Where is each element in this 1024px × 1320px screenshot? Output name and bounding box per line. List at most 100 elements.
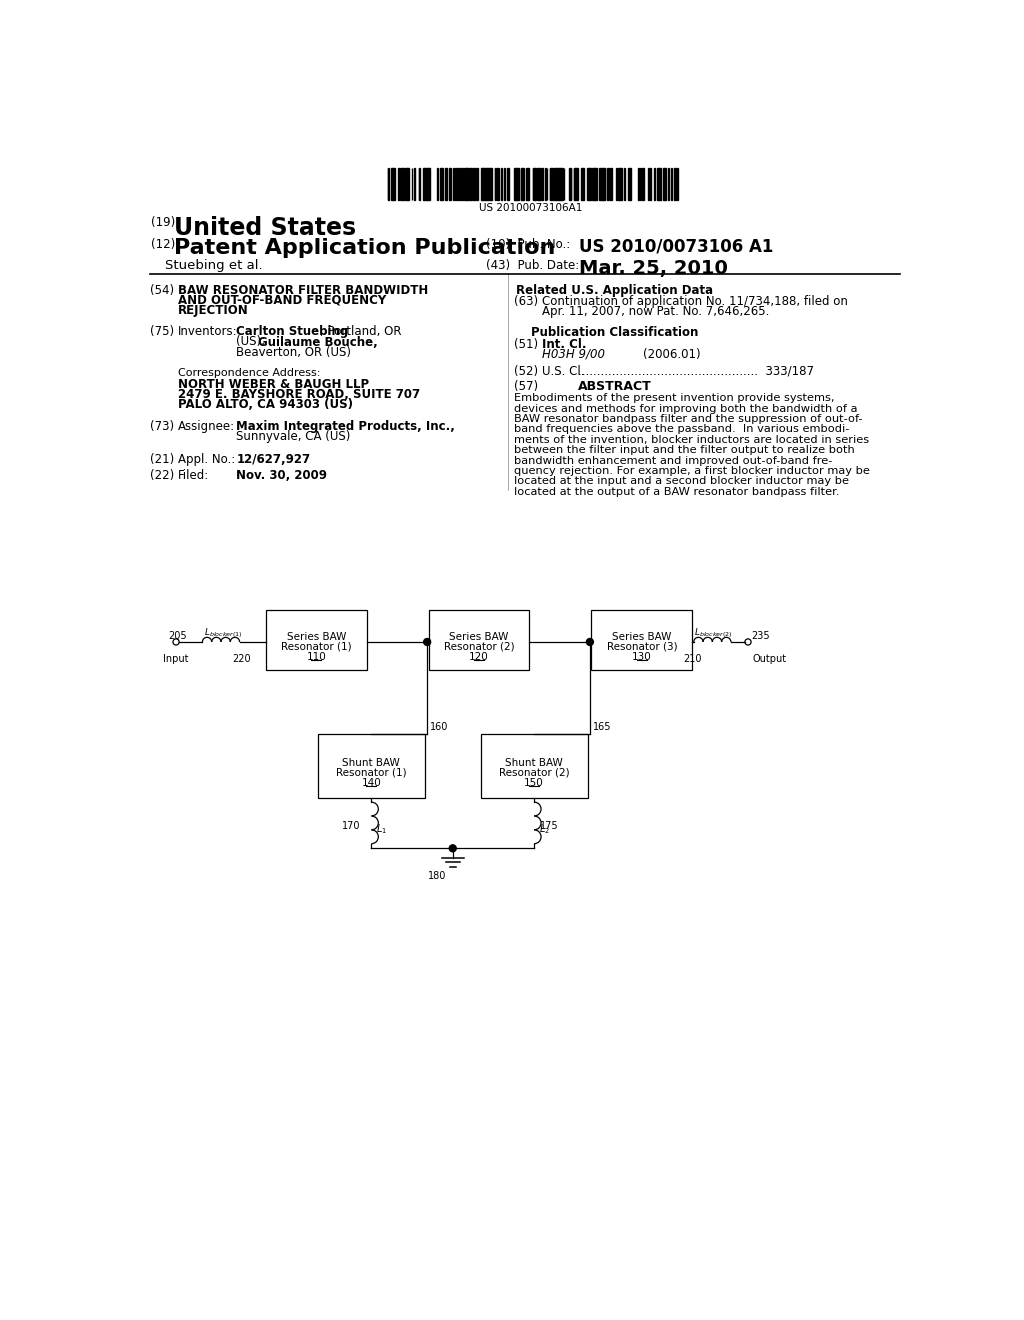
Text: Sunnyvale, CA (US): Sunnyvale, CA (US) [237,430,351,444]
Text: ments of the invention, blocker inductors are located in series: ments of the invention, blocker inductor… [514,434,869,445]
Bar [461,168,463,199]
Text: 180: 180 [428,871,446,882]
Text: (2006.01): (2006.01) [643,348,700,360]
Bar [522,168,524,199]
Bar [476,168,478,199]
Bar [595,168,597,199]
Text: located at the input and a second blocker inductor may be: located at the input and a second blocke… [514,477,849,486]
Bar [408,168,410,199]
Bar [542,168,544,199]
Text: 2479 E. BAYSHORE ROAD, SUITE 707: 2479 E. BAYSHORE ROAD, SUITE 707 [177,388,420,401]
Text: band frequencies above the passband.  In various embodi-: band frequencies above the passband. In … [514,425,849,434]
Bar [453,168,455,199]
Text: (21): (21) [150,453,174,466]
Text: 150: 150 [524,779,544,788]
Text: Input: Input [163,655,188,664]
Bar [489,168,490,199]
Text: , Portland, OR: , Portland, OR [321,326,401,338]
Bar [504,168,506,199]
Bar [470,168,471,199]
Bar [557,168,559,199]
Bar [550,168,553,199]
Bar [621,168,623,199]
Text: 165: 165 [593,722,611,733]
Circle shape [587,639,593,645]
Text: 220: 220 [231,655,251,664]
Text: Beaverton, OR (US): Beaverton, OR (US) [237,346,351,359]
Text: Stuebing et al.: Stuebing et al. [165,259,263,272]
Bar [592,610,692,669]
Text: Shunt BAW: Shunt BAW [342,758,400,768]
Bar [485,168,486,199]
Bar [594,168,595,199]
Text: Mar. 25, 2010: Mar. 25, 2010 [579,259,728,277]
Text: BAW resonator bandpass filter and the suppression of out-of-: BAW resonator bandpass filter and the su… [514,414,862,424]
Text: REJECTION: REJECTION [177,304,249,317]
Bar [423,168,424,199]
Bar [526,168,528,199]
Bar [317,734,425,797]
Text: (73): (73) [150,420,174,433]
Circle shape [424,639,431,645]
Text: Nov. 30, 2009: Nov. 30, 2009 [237,469,328,482]
Text: $L_2$: $L_2$ [539,822,550,836]
Text: Carlton Stuebing: Carlton Stuebing [237,326,349,338]
Bar [575,168,578,199]
Text: (54): (54) [150,284,174,297]
Text: bandwidth enhancement and improved out-of-band fre-: bandwidth enhancement and improved out-o… [514,455,833,466]
Bar [583,168,585,199]
Text: ABSTRACT: ABSTRACT [578,380,651,393]
Bar [610,168,611,199]
Text: H03H 9/00: H03H 9/00 [542,348,605,360]
Text: (22): (22) [150,469,174,482]
Text: Filed:: Filed: [177,469,209,482]
Bar [393,168,395,199]
Text: Apr. 11, 2007, now Pat. No. 7,646,265.: Apr. 11, 2007, now Pat. No. 7,646,265. [542,305,769,318]
Text: Resonator (2): Resonator (2) [443,642,514,651]
Text: devices and methods for improving both the bandwidth of a: devices and methods for improving both t… [514,404,857,413]
Text: (57): (57) [514,380,538,393]
Text: (10)  Pub. No.:: (10) Pub. No.: [486,238,570,251]
Text: Patent Application Publication: Patent Application Publication [174,238,556,257]
Text: Publication Classification: Publication Classification [531,326,698,339]
Bar [538,168,541,199]
Text: 235: 235 [751,631,770,642]
Bar [424,168,426,199]
Text: Continuation of application No. 11/734,188, filed on: Continuation of application No. 11/734,1… [542,294,848,308]
Bar [426,168,428,199]
Text: Series BAW: Series BAW [450,632,509,642]
Text: Related U.S. Application Data: Related U.S. Application Data [516,284,714,297]
Text: Int. Cl.: Int. Cl. [542,338,587,351]
Bar [630,168,631,199]
Bar [455,168,458,199]
Text: Guilaume Bouche,: Guilaume Bouche, [258,335,378,348]
Text: (52): (52) [514,364,538,378]
Text: United States: United States [174,216,356,240]
Text: (51): (51) [514,338,538,351]
Bar [400,168,402,199]
Bar [501,168,503,199]
Text: Embodiments of the present invention provide systems,: Embodiments of the present invention pro… [514,393,835,403]
Text: 120: 120 [469,652,488,661]
Bar [397,168,400,199]
Text: (63): (63) [514,294,538,308]
Text: (75): (75) [150,326,174,338]
Text: quency rejection. For example, a first blocker inductor may be: quency rejection. For example, a first b… [514,466,869,477]
Text: 110: 110 [306,652,327,661]
Text: 160: 160 [430,722,449,733]
Bar [587,168,589,199]
Bar [441,168,442,199]
Bar [517,168,518,199]
Text: 205: 205 [168,631,187,642]
Text: Appl. No.:: Appl. No.: [177,453,234,466]
Text: Maxim Integrated Products, Inc.,: Maxim Integrated Products, Inc., [237,420,456,433]
Bar [480,734,588,797]
Text: Shunt BAW: Shunt BAW [505,758,563,768]
Bar [507,168,509,199]
Text: Resonator (2): Resonator (2) [499,767,569,777]
Text: Correspondence Address:: Correspondence Address: [177,368,319,378]
Text: Resonator (1): Resonator (1) [281,642,351,651]
Text: (19): (19) [152,216,175,230]
Text: $L_1$: $L_1$ [376,822,387,836]
Text: Assignee:: Assignee: [177,420,234,433]
